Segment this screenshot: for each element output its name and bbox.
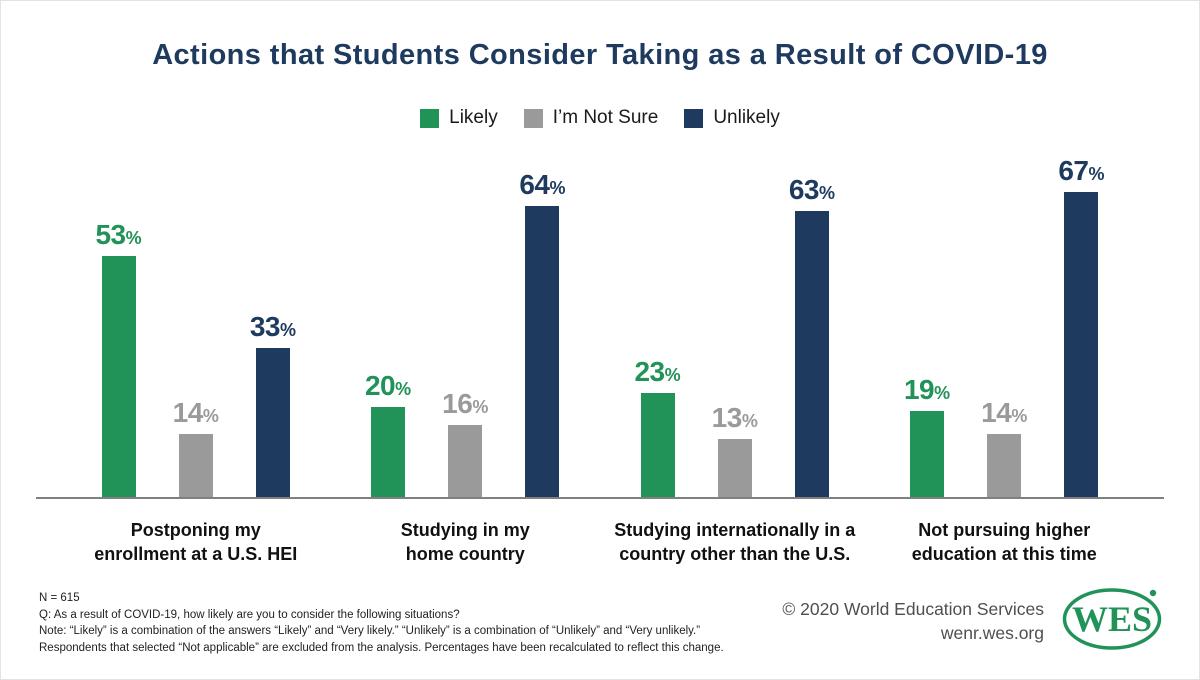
bar-likely bbox=[101, 256, 136, 498]
bar-value-number: 14 bbox=[172, 397, 204, 429]
bar-value-label: 23% bbox=[634, 358, 680, 386]
bar-column: 14% bbox=[173, 399, 219, 498]
bar-value-number: 19 bbox=[903, 374, 935, 406]
footnote-line: N = 615 bbox=[39, 592, 80, 604]
wes-logo-graphic: WES bbox=[1062, 588, 1162, 650]
legend-item: I’m Not Sure bbox=[523, 107, 659, 129]
bar-value-number: 23 bbox=[634, 356, 665, 388]
plot-area: 53% 14% 33% 20% 16% 64% 23% 13% 63% 19% 14% 67% bbox=[61, 141, 1139, 498]
bar-likely bbox=[371, 406, 406, 498]
chart-title: Actions that Students Consider Taking as… bbox=[152, 39, 1048, 71]
bar-i-m-not-sure bbox=[987, 434, 1022, 498]
copyright-line: © 2020 World Education Services bbox=[782, 599, 1044, 619]
bar-value-label: 20% bbox=[364, 369, 412, 401]
wes-logo-text: WES bbox=[1072, 599, 1152, 639]
footnote-line: Q: As a result of COVID-19, how likely a… bbox=[39, 608, 460, 621]
percent-sign: % bbox=[664, 365, 681, 386]
bar-i-m-not-sure bbox=[178, 434, 213, 498]
legend-label: Unlikely bbox=[713, 107, 780, 128]
bar-column: 63% bbox=[788, 173, 835, 498]
legend: Likely I’m Not Sure Unlikely bbox=[1, 107, 1199, 129]
bar-value-label: 16% bbox=[442, 390, 488, 418]
category-label: Studying internationally in a country oth… bbox=[614, 520, 856, 565]
bar-column: 23% bbox=[634, 358, 681, 498]
bar-column: 14% bbox=[981, 399, 1027, 498]
bar-value-label: 13% bbox=[711, 401, 758, 433]
legend-swatch bbox=[523, 108, 543, 128]
category-label: Not pursuing higher education at this tim… bbox=[911, 520, 1097, 565]
bar-column: 13% bbox=[711, 401, 758, 498]
bar-group: 23% 13% 63% bbox=[600, 173, 870, 498]
bar-unlikely bbox=[794, 210, 829, 498]
bar-value-label: 14% bbox=[173, 399, 219, 427]
bar-value-label: 64% bbox=[519, 171, 565, 199]
bar-unlikely bbox=[255, 347, 290, 498]
footnote-line: Note: “Likely” is a combination of the a… bbox=[39, 625, 701, 637]
bar-unlikely bbox=[525, 206, 560, 498]
bar-group: 53% 14% 33% bbox=[61, 221, 331, 498]
bar-i-m-not-sure bbox=[448, 425, 483, 498]
legend-swatch bbox=[684, 108, 704, 128]
legend-label: I’m Not Sure bbox=[552, 107, 659, 128]
bar-value-number: 33 bbox=[249, 310, 281, 342]
bar-column: 64% bbox=[519, 171, 566, 498]
bar-value-label: 33% bbox=[249, 310, 296, 342]
bar-likely bbox=[640, 393, 675, 498]
wes-logo: WES bbox=[1061, 586, 1167, 652]
bar-value-label: 63% bbox=[788, 173, 835, 205]
bar-column: 20% bbox=[364, 369, 412, 498]
bar-value-number: 16 bbox=[442, 388, 473, 420]
category-labels: Postponing my enrollment at a U.S. HEI Stu… bbox=[61, 518, 1139, 567]
bar-column: 19% bbox=[904, 376, 950, 498]
category-label: Studying in my home country bbox=[400, 520, 530, 565]
percent-sign: % bbox=[818, 182, 835, 203]
bar-unlikely bbox=[1064, 192, 1099, 498]
bar-value-number: 13 bbox=[711, 401, 743, 433]
bar-group: 19% 14% 67% bbox=[870, 157, 1140, 498]
bar-likely bbox=[910, 411, 945, 498]
bar-value-label: 19% bbox=[904, 376, 950, 404]
bar-column: 67% bbox=[1058, 157, 1105, 498]
percent-sign: % bbox=[202, 406, 219, 427]
bar-value-number: 63 bbox=[788, 173, 820, 205]
website-url: wenr.wes.org bbox=[940, 623, 1044, 643]
footnote-line: Respondents that selected “Not applicabl… bbox=[39, 641, 724, 654]
bar-value-number: 67 bbox=[1058, 155, 1089, 187]
percent-sign: % bbox=[1011, 406, 1028, 427]
category-label: Postponing my enrollment at a U.S. HEI bbox=[94, 520, 298, 565]
bar-column: 53% bbox=[95, 221, 142, 498]
wes-logo-trademark-dot bbox=[1149, 589, 1157, 597]
legend-item: Unlikely bbox=[684, 107, 780, 129]
bar-column: 16% bbox=[442, 390, 488, 498]
x-axis-line bbox=[36, 497, 1164, 499]
percent-sign: % bbox=[395, 378, 412, 399]
copyright: © 2020 World Education Services wenr.wes… bbox=[782, 597, 1044, 645]
legend-item: Likely bbox=[420, 107, 498, 129]
bar-column: 33% bbox=[249, 310, 296, 498]
bar-value-number: 20 bbox=[364, 369, 396, 401]
wes-logo-ellipse bbox=[1062, 588, 1162, 650]
bar-value-number: 64 bbox=[519, 169, 550, 201]
percent-sign: % bbox=[472, 397, 489, 418]
percent-sign: % bbox=[741, 410, 758, 431]
legend-swatch bbox=[420, 108, 440, 128]
footnotes: N = 615 Q: As a result of COVID-19, how l… bbox=[39, 590, 724, 656]
bar-value-number: 14 bbox=[981, 397, 1012, 429]
legend-label: Likely bbox=[449, 107, 498, 128]
bar-value-label: 67% bbox=[1058, 157, 1104, 185]
bar-group: 20% 16% 64% bbox=[331, 171, 601, 498]
bar-value-number: 53 bbox=[95, 219, 126, 251]
percent-sign: % bbox=[125, 228, 142, 249]
percent-sign: % bbox=[934, 383, 951, 404]
bar-value-label: 53% bbox=[95, 221, 141, 249]
bar-value-label: 14% bbox=[981, 399, 1027, 427]
bar-i-m-not-sure bbox=[717, 438, 752, 498]
percent-sign: % bbox=[279, 319, 296, 340]
percent-sign: % bbox=[549, 178, 566, 199]
percent-sign: % bbox=[1088, 164, 1105, 185]
